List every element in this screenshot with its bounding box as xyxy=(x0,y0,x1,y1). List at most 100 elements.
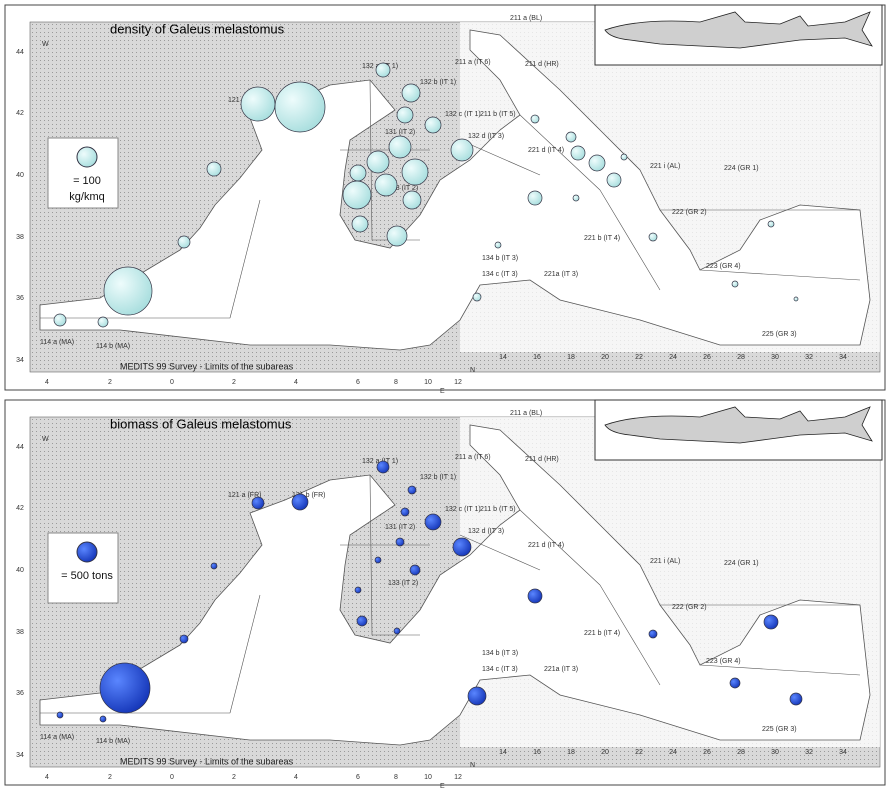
subarea-label: 211 b (IT 5) xyxy=(480,506,516,513)
map-panel: biomass of Galeus melastomus = 500 tons ME… xyxy=(4,399,886,790)
station-bubble xyxy=(401,158,429,186)
subarea-label: 211 d (HR) xyxy=(525,456,559,463)
station-bubble xyxy=(351,215,369,233)
station-bubble xyxy=(210,562,218,570)
sea xyxy=(39,424,871,746)
subarea-label: 114 b (MA) xyxy=(96,343,130,350)
lon-label: 12 xyxy=(454,379,462,386)
lat-label: 38 xyxy=(16,629,24,636)
lon-label: 4 xyxy=(294,774,298,781)
lat-label: 42 xyxy=(16,110,24,117)
lon-label: 8 xyxy=(394,379,398,386)
lon-label: 16 xyxy=(533,749,541,756)
subarea-label: 223 (GR 4) xyxy=(706,658,741,665)
station-bubble xyxy=(606,172,622,188)
map-panel: density of Galeus melastomus = 100 kg/kmq M… xyxy=(4,4,886,395)
subarea-label: 134 b (IT 3) xyxy=(482,255,518,262)
subarea-label: 223 (GR 4) xyxy=(706,263,741,270)
station-bubble xyxy=(395,537,405,547)
lat-label: 42 xyxy=(16,505,24,512)
station-bubble xyxy=(374,556,382,564)
lat-label: 44 xyxy=(16,444,24,451)
subarea-label: 134 c (IT 3) xyxy=(482,666,518,673)
lat-label: 38 xyxy=(16,234,24,241)
axis-east: E xyxy=(440,783,445,790)
station-bubble xyxy=(467,686,487,706)
station-bubble xyxy=(402,190,422,210)
station-bubble xyxy=(729,677,741,689)
station-bubble xyxy=(731,280,739,288)
lat-label: 34 xyxy=(16,752,24,759)
shark xyxy=(604,11,873,49)
subarea-label: 132 d (IT 3) xyxy=(468,133,504,140)
subarea-limits xyxy=(40,79,861,319)
lon-label: 0 xyxy=(170,379,174,386)
subarea-label: 211 b (IT 5) xyxy=(480,111,516,118)
subarea-label: 132 b (IT 1) xyxy=(420,79,456,86)
lon-label: 8 xyxy=(394,774,398,781)
station-bubble xyxy=(53,313,67,327)
lon-label: 28 xyxy=(737,749,745,756)
station-bubble xyxy=(274,81,326,133)
subarea-label: 225 (GR 3) xyxy=(762,331,797,338)
station-bubble xyxy=(251,496,265,510)
subarea-label: 221 d (IT 4) xyxy=(528,147,564,154)
station-bubble xyxy=(393,627,401,635)
lon-label: 32 xyxy=(805,354,813,361)
subarea-label: 131 (IT 2) xyxy=(385,524,415,531)
axis-east: E xyxy=(440,388,445,395)
lon-label: 26 xyxy=(703,354,711,361)
lon-label: 26 xyxy=(703,749,711,756)
lon-label: 4 xyxy=(45,774,49,781)
lon-label: 30 xyxy=(771,749,779,756)
lon-label: 10 xyxy=(424,774,432,781)
lon-label: 20 xyxy=(601,749,609,756)
station-bubble xyxy=(763,614,779,630)
lon-label: 20 xyxy=(601,354,609,361)
subarea-label: 211 a (IT 6) xyxy=(455,59,491,66)
lon-label: 24 xyxy=(669,749,677,756)
lon-label: 34 xyxy=(839,749,847,756)
legend-symbol xyxy=(76,541,98,563)
lat-label: 34 xyxy=(16,357,24,364)
subarea-label: 221 i (AL) xyxy=(650,163,680,170)
lon-label: 4 xyxy=(294,379,298,386)
subarea-label: 224 (GR 1) xyxy=(724,560,759,567)
station-bubble xyxy=(342,180,372,210)
station-bubble xyxy=(648,232,658,242)
lat-label: 40 xyxy=(16,172,24,179)
station-bubble xyxy=(375,62,391,78)
subarea-label: 132 d (IT 3) xyxy=(468,528,504,535)
lon-label: 22 xyxy=(635,749,643,756)
station-bubble xyxy=(570,145,586,161)
subarea-label: 211 a (BL) xyxy=(510,410,542,417)
axis-north: N xyxy=(470,367,475,374)
axis-north: N xyxy=(470,762,475,769)
subarea-label: 133 (IT 2) xyxy=(388,185,418,192)
station-bubble xyxy=(424,513,442,531)
station-bubble xyxy=(527,588,543,604)
lon-label: 2 xyxy=(232,379,236,386)
station-bubble xyxy=(99,662,151,714)
station-bubble xyxy=(494,241,502,249)
subarea-label: 221 b (IT 4) xyxy=(584,630,620,637)
subarea-label: 132 c (IT 1) xyxy=(445,111,481,118)
lon-label: 16 xyxy=(533,354,541,361)
subarea-limits xyxy=(40,474,861,714)
station-bubble xyxy=(407,485,417,495)
lon-label: 28 xyxy=(737,354,745,361)
lon-label: 2 xyxy=(108,379,112,386)
lon-label: 10 xyxy=(424,379,432,386)
station-bubble xyxy=(572,194,580,202)
subarea-label: 114 b (MA) xyxy=(96,738,130,745)
subarea-label: 211 a (IT 6) xyxy=(455,454,491,461)
subarea-label: 211 a (BL) xyxy=(510,15,542,22)
station-bubble xyxy=(179,634,189,644)
station-bubble xyxy=(349,164,367,182)
legend-label: = 100 xyxy=(73,175,101,187)
station-bubble xyxy=(103,266,153,316)
lat-label: 36 xyxy=(16,295,24,302)
station-bubble xyxy=(386,225,408,247)
lat-label: 44 xyxy=(16,49,24,56)
